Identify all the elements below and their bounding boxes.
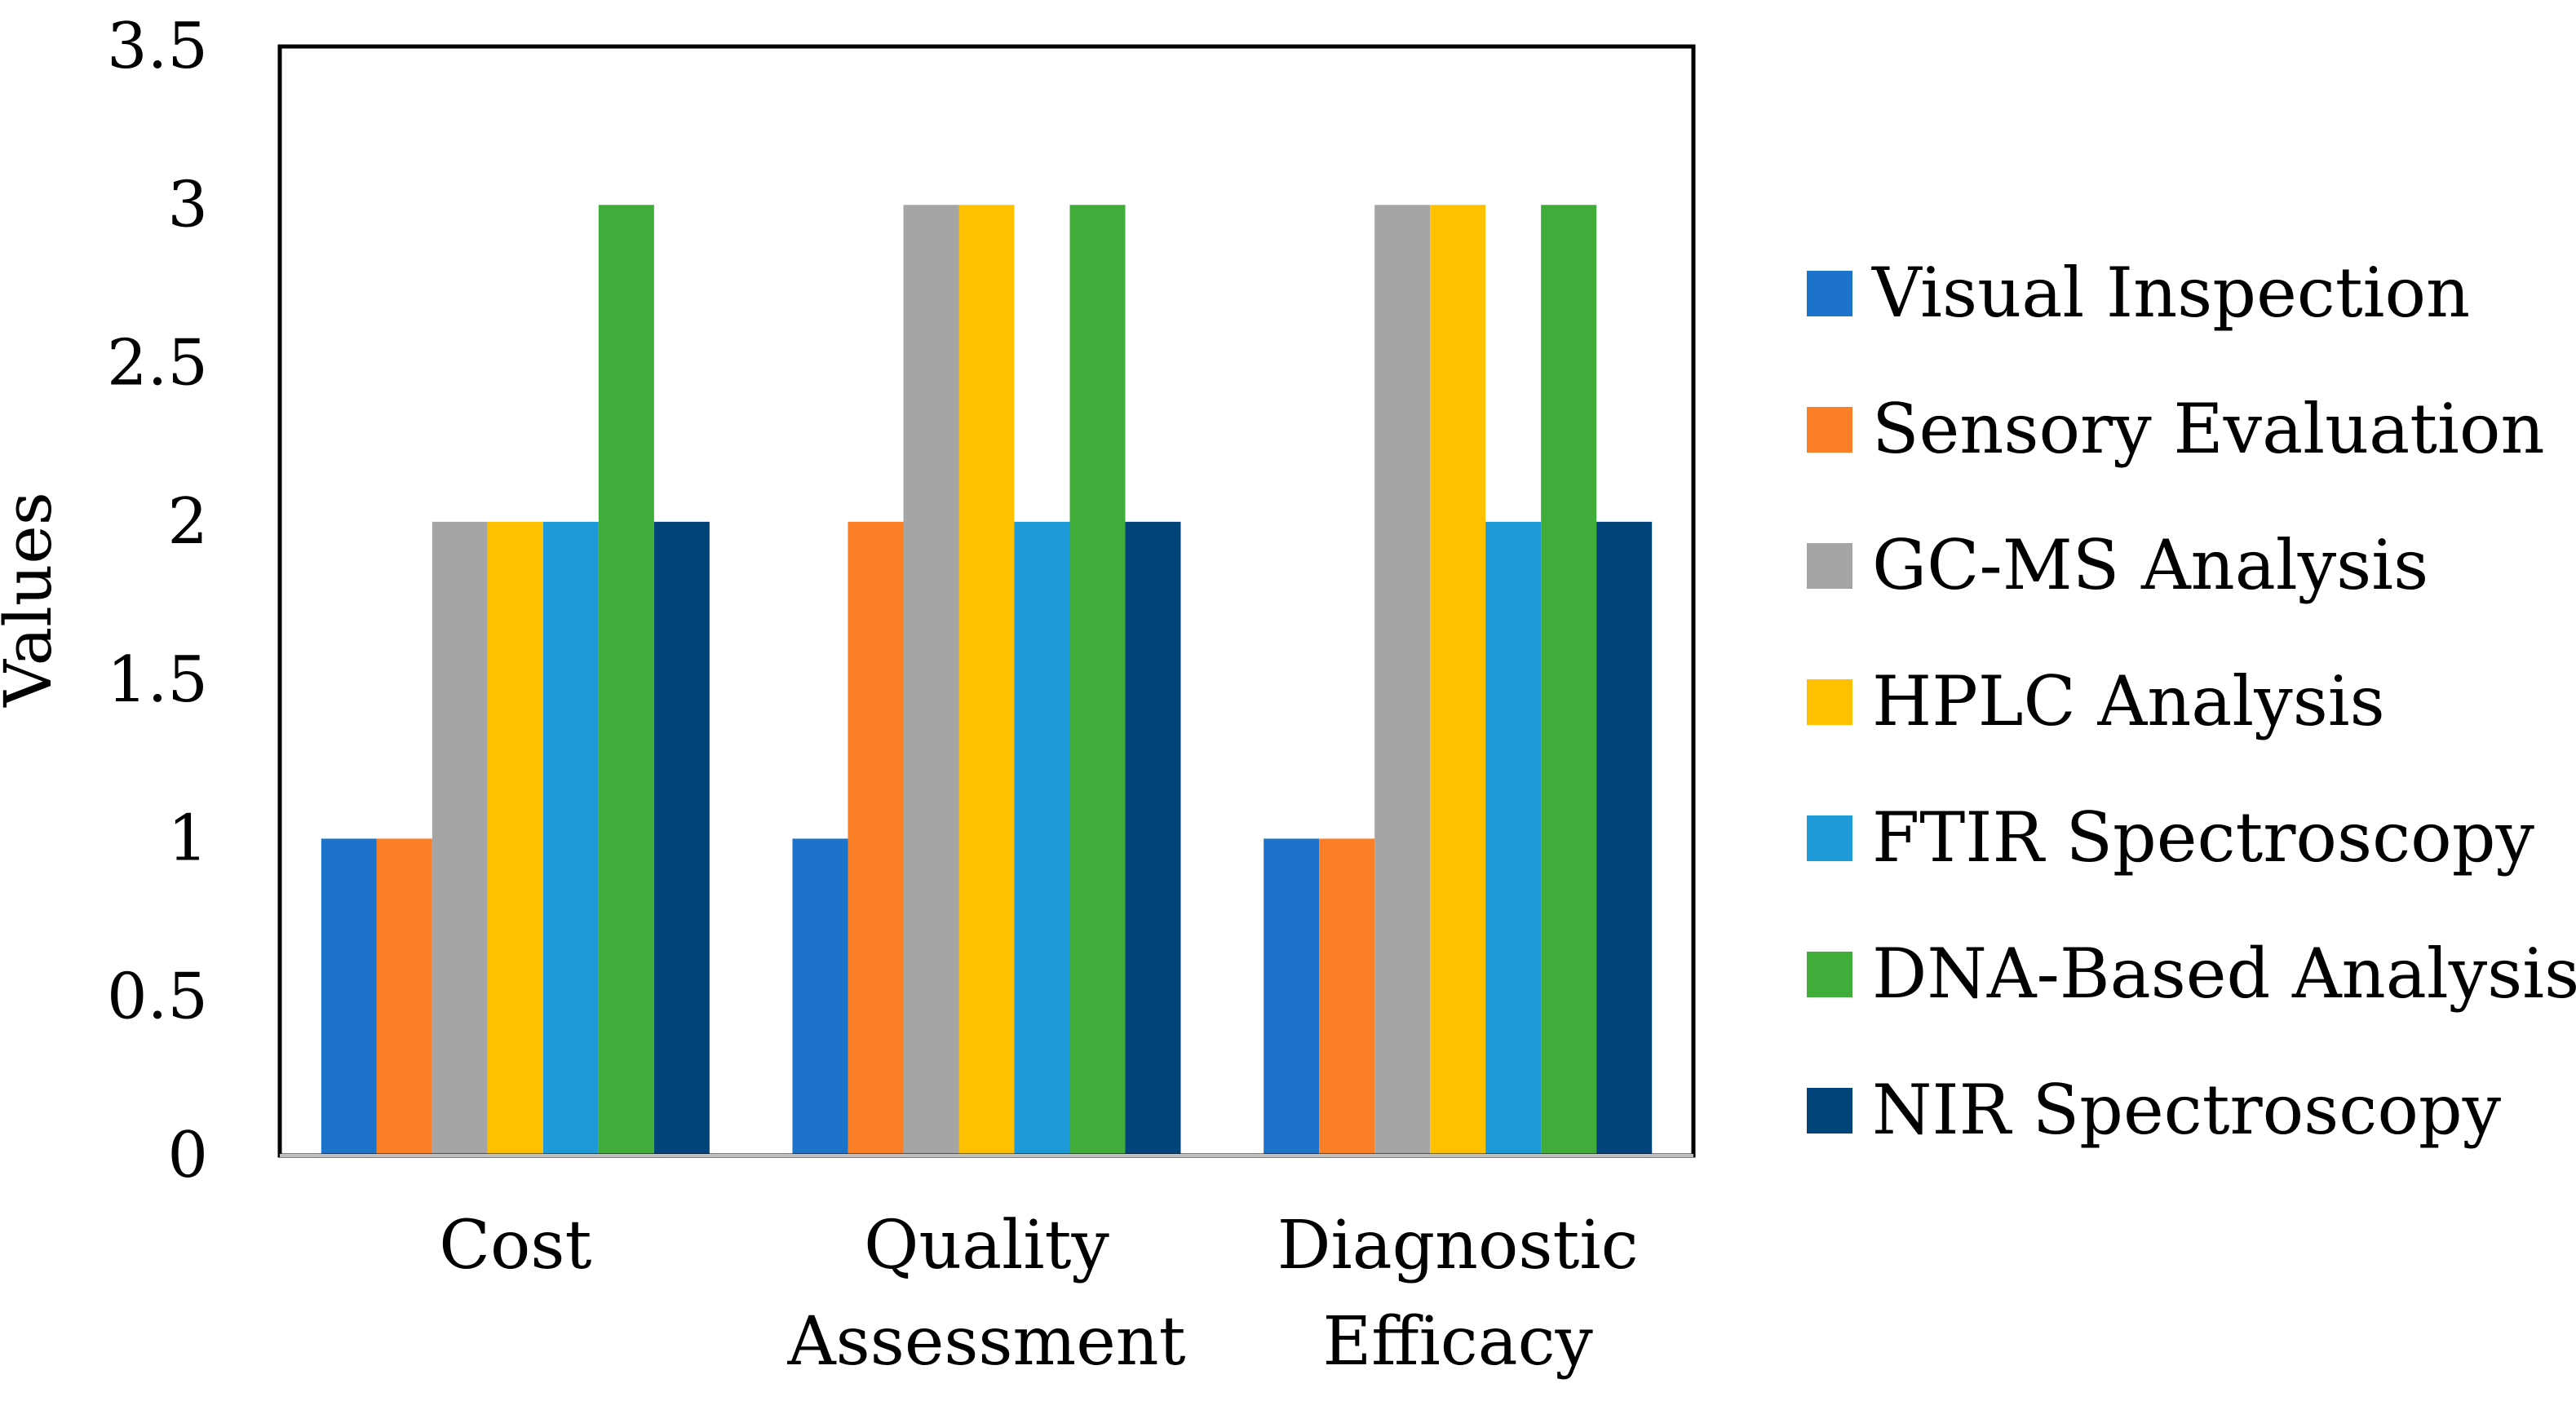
legend-item: DNA-Based Analysis (1807, 934, 2576, 1014)
legend-swatch (1807, 815, 1852, 861)
bar (1541, 205, 1597, 1156)
legend-label: FTIR Spectroscopy (1872, 798, 2534, 877)
legend-label: Sensory Evaluation (1872, 389, 2545, 469)
y-tick-label: 3.5 (107, 10, 208, 83)
legend-label: DNA-Based Analysis (1872, 934, 2576, 1014)
y-axis-ticks: 0 0.5 1 1.5 2 2.5 3 3.5 (107, 10, 208, 1192)
x-category-label: Efficacy (1322, 1303, 1593, 1381)
bar (1319, 838, 1375, 1156)
legend-item: HPLC Analysis (1807, 661, 2385, 741)
x-category-label: Quality (864, 1207, 1109, 1284)
legend-swatch (1807, 407, 1852, 453)
y-axis-label: Values (0, 492, 66, 708)
legend-item: Visual Inspection (1807, 253, 2470, 333)
legend-label: NIR Spectroscopy (1872, 1070, 2502, 1150)
bar (1596, 521, 1653, 1156)
y-tick-label: 3 (167, 168, 208, 241)
legend-label: Visual Inspection (1871, 253, 2470, 333)
bar (653, 521, 710, 1156)
bars (321, 205, 1653, 1156)
legend-swatch (1807, 1088, 1852, 1134)
bar (487, 521, 543, 1156)
bar (1069, 205, 1126, 1156)
legend: Visual Inspection Sensory Evaluation GC-MS… (1807, 253, 2576, 1150)
legend-label: GC-MS Analysis (1872, 525, 2428, 605)
legend-item: FTIR Spectroscopy (1807, 798, 2534, 877)
legend-swatch (1807, 679, 1852, 725)
y-tick-label: 0.5 (107, 961, 208, 1034)
x-axis-category-labels: Cost Quality Assessment Diagnostic Efficacy (439, 1207, 1638, 1381)
legend-item: Sensory Evaluation (1807, 389, 2545, 469)
bar (542, 521, 599, 1156)
bar (321, 838, 377, 1156)
legend-item: GC-MS Analysis (1807, 525, 2428, 605)
x-category-label: Assessment (786, 1303, 1185, 1381)
bar (432, 521, 488, 1156)
y-tick-label: 2.5 (107, 327, 208, 400)
bar (1014, 521, 1070, 1156)
bar (376, 838, 432, 1156)
legend-swatch (1807, 952, 1852, 997)
bar (1374, 205, 1431, 1156)
y-tick-label: 0 (167, 1119, 208, 1192)
bar (1125, 521, 1181, 1156)
bar (958, 205, 1015, 1156)
x-category-label: Diagnostic (1277, 1207, 1639, 1284)
y-tick-label: 1.5 (107, 643, 208, 717)
legend-swatch (1807, 271, 1852, 316)
x-category-label: Cost (439, 1207, 591, 1284)
bar (792, 838, 848, 1156)
bar (598, 205, 654, 1156)
bar (903, 205, 959, 1156)
bar (1430, 205, 1486, 1156)
y-tick-label: 2 (167, 485, 208, 559)
legend-label: HPLC Analysis (1872, 661, 2385, 741)
bar (1264, 838, 1320, 1156)
y-tick-label: 1 (167, 802, 208, 875)
legend-swatch (1807, 543, 1852, 589)
bar (1485, 521, 1542, 1156)
legend-item: NIR Spectroscopy (1807, 1070, 2502, 1150)
bar (848, 521, 904, 1156)
